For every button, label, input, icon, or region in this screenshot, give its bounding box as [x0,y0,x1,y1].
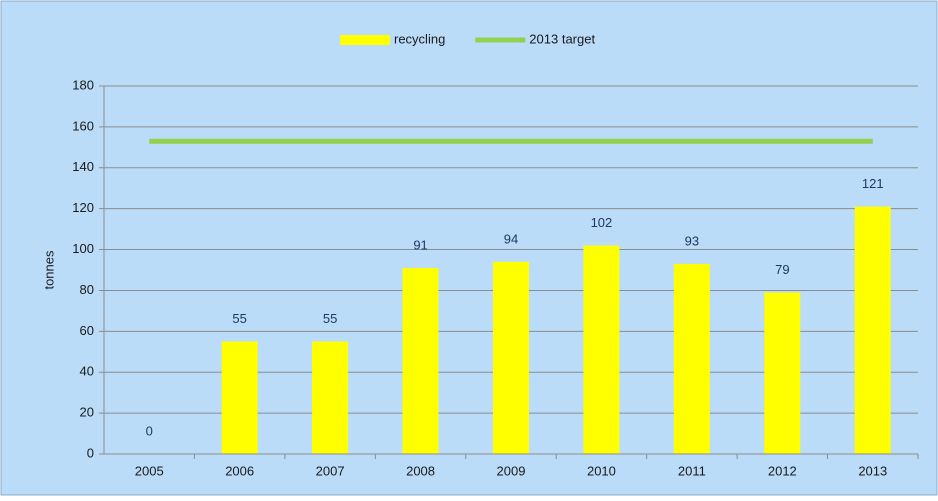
legend-label: recycling [394,31,445,46]
y-tick-label: 140 [72,159,94,174]
bar [673,263,710,454]
x-tick-label: 2013 [858,463,887,478]
y-tick-label: 60 [80,323,94,338]
y-tick-label: 20 [80,405,94,420]
x-tick-label: 2011 [678,463,706,478]
bar [221,341,258,454]
data-label: 93 [685,233,699,248]
legend-label: 2013 target [529,31,595,46]
y-tick-label: 80 [80,282,94,297]
data-label: 102 [591,215,613,230]
bar [402,267,439,454]
x-tick-label: 2005 [135,463,164,478]
bar [854,206,891,454]
x-tick-label: 2008 [406,463,435,478]
x-tick-label: 2007 [316,463,345,478]
y-tick-label: 100 [72,241,94,256]
data-label: 55 [232,311,246,326]
x-tick-label: 2010 [587,463,616,478]
x-tick-label: 2012 [768,463,797,478]
x-tick-label: 2009 [497,463,526,478]
legend-swatch [340,35,390,45]
y-axis-label: tonnes [41,250,56,290]
data-label: 91 [413,237,427,252]
bar [583,245,620,454]
y-tick-label: 160 [72,118,94,133]
data-label: 79 [775,262,789,277]
y-tick-label: 0 [87,445,94,460]
data-label: 0 [146,423,153,438]
y-tick-label: 40 [80,364,94,379]
y-tick-label: 180 [72,77,94,92]
bar [493,261,529,454]
bar [764,292,801,454]
data-label: 55 [323,311,337,326]
data-label: 94 [504,231,518,246]
x-tick-label: 2006 [225,463,254,478]
y-tick-label: 120 [72,200,94,215]
data-label: 121 [862,176,884,191]
bar [312,341,349,454]
